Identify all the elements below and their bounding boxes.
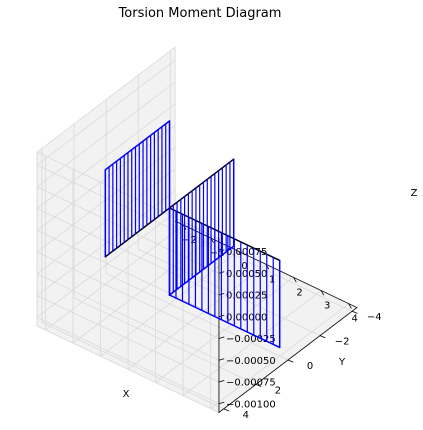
y-tick-label: 2 <box>275 385 281 396</box>
z-tick-label: −0.00025 <box>226 334 276 345</box>
z-tick-label: −0.00050 <box>226 356 276 367</box>
background-panes <box>36 46 358 414</box>
y-grid-floor <box>73 297 257 385</box>
z-grid-side <box>36 295 220 383</box>
z-grid-back <box>36 190 176 296</box>
y-tick-label: 4 <box>243 410 249 421</box>
y-grid-floor <box>137 248 321 337</box>
y-tick <box>223 408 230 412</box>
x-tick <box>320 290 325 296</box>
z-tick-label: −0.00100 <box>226 399 276 410</box>
z-grid-back <box>36 81 176 188</box>
y-tick <box>287 359 294 363</box>
z-tick-label: 0.00000 <box>226 312 267 323</box>
y-tick <box>255 384 262 387</box>
z-grid-back <box>36 212 176 318</box>
x-tick-label: 3 <box>324 301 330 312</box>
grid-lines <box>36 50 353 410</box>
z-axis-label: Z <box>411 188 418 199</box>
z-grid-side <box>36 273 220 361</box>
z-tick-label: 0.00025 <box>226 291 267 302</box>
y-tick <box>351 310 358 314</box>
z-tick <box>218 358 225 361</box>
y-grid-floor <box>105 273 289 361</box>
y-axis-label: Y <box>338 357 346 368</box>
z-grid-back <box>36 168 176 275</box>
y-grid-floor <box>169 224 353 312</box>
x-tick-label: 2 <box>296 287 302 298</box>
series-0 <box>168 158 235 296</box>
z-grid-back <box>36 59 176 166</box>
series-2 <box>168 207 281 349</box>
z-tick <box>218 336 225 339</box>
z-tick-label: 0.00050 <box>226 269 267 280</box>
z-grid-back <box>36 146 176 253</box>
x-tick <box>293 277 297 283</box>
z-tick <box>218 401 225 405</box>
x-axis-label: X <box>123 389 130 400</box>
axes: −2−101234−4−2024−0.00100−0.00075−0.00050… <box>174 220 382 421</box>
z-tick <box>218 380 225 383</box>
x-tick-label: 4 <box>352 314 358 325</box>
x-tick-label: −1 <box>210 248 225 259</box>
chart-title: Torsion Moment Diagram <box>118 6 282 21</box>
y-grid-floor <box>41 321 225 410</box>
z-grid-back <box>36 103 176 209</box>
z-tick-label: 0.00075 <box>226 247 267 258</box>
x-tick-label: 1 <box>269 274 275 285</box>
series-1 <box>104 120 171 258</box>
x-tick <box>348 303 352 309</box>
series-outline-top <box>104 120 171 171</box>
z-grid-back <box>36 125 176 231</box>
y-tick <box>319 335 326 339</box>
y-tick-label: −2 <box>335 337 350 348</box>
x-tick-label: 0 <box>241 261 247 272</box>
y-tick-label: 0 <box>307 361 313 372</box>
z-grid-side <box>36 316 220 405</box>
y-tick-label: −4 <box>367 312 382 323</box>
z-grid-side <box>36 251 220 339</box>
torsion-series <box>104 120 281 349</box>
z-tick-label: −0.00075 <box>226 378 276 389</box>
series-outline-top <box>168 294 281 349</box>
